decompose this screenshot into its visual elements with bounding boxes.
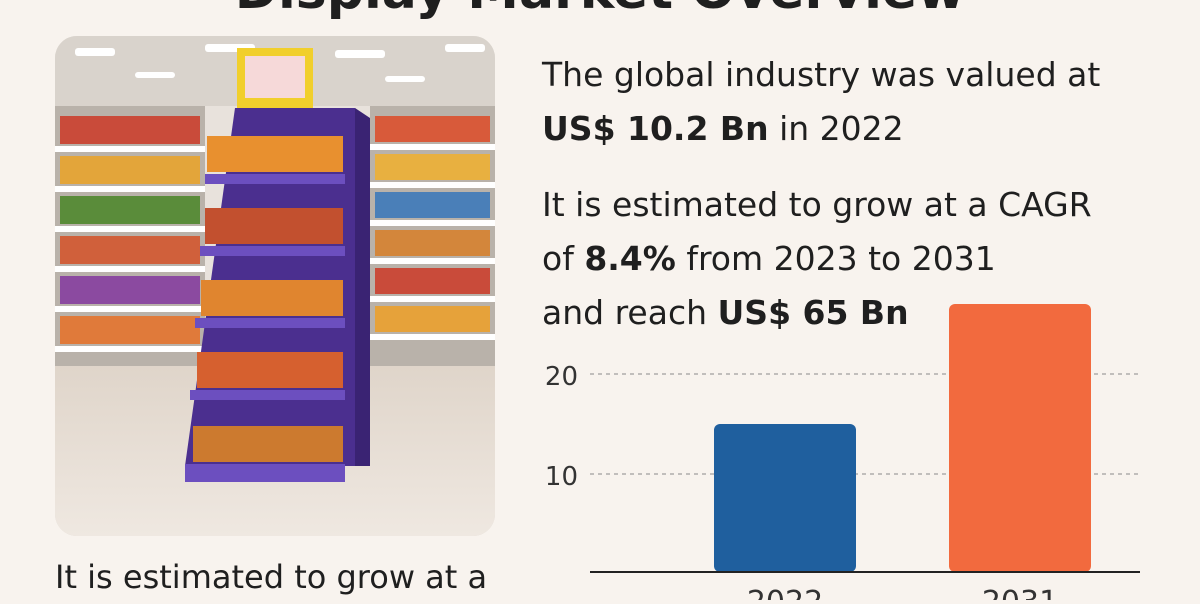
store-display-photo: [55, 36, 495, 536]
valuation-line2: US$ 10.2 Bn in 2022: [542, 102, 1100, 156]
growth-stat: It is estimated to grow at a CAGR of 8.4…: [542, 178, 1092, 340]
x-tick-label: 2031: [982, 585, 1058, 600]
valuation-year: in 2022: [768, 109, 904, 148]
x-tick-label: 2022: [747, 585, 823, 600]
y-tick-label: 20: [545, 362, 578, 392]
reach-value: US$ 65 Bn: [717, 293, 909, 332]
valuation-line1: The global industry was valued at: [542, 55, 1101, 94]
growth-line2: of 8.4% from 2023 to 2031: [542, 232, 1092, 286]
growth-line3: and reach US$ 65 Bn: [542, 286, 1092, 340]
reach-prefix: and reach: [542, 293, 718, 332]
bar-2022: [714, 424, 856, 572]
bottom-caption: It is estimated to grow at a: [55, 558, 488, 596]
chart-svg: 10 20 2022 2031: [545, 304, 1140, 604]
cagr-value: 8.4%: [584, 239, 676, 278]
y-tick-label: 10: [545, 462, 578, 492]
market-bar-chart: 10 20 2022 2031: [540, 300, 1160, 604]
page-title: Display Market Overview: [0, 0, 1200, 17]
growth-period: from 2023 to 2031: [675, 239, 996, 278]
valuation-value: US$ 10.2 Bn: [542, 109, 769, 148]
valuation-stat: The global industry was valued at US$ 10…: [542, 48, 1100, 156]
growth-prefix: of: [542, 239, 585, 278]
growth-line1: It is estimated to grow at a CAGR: [542, 185, 1092, 224]
bar-2031: [949, 304, 1091, 572]
